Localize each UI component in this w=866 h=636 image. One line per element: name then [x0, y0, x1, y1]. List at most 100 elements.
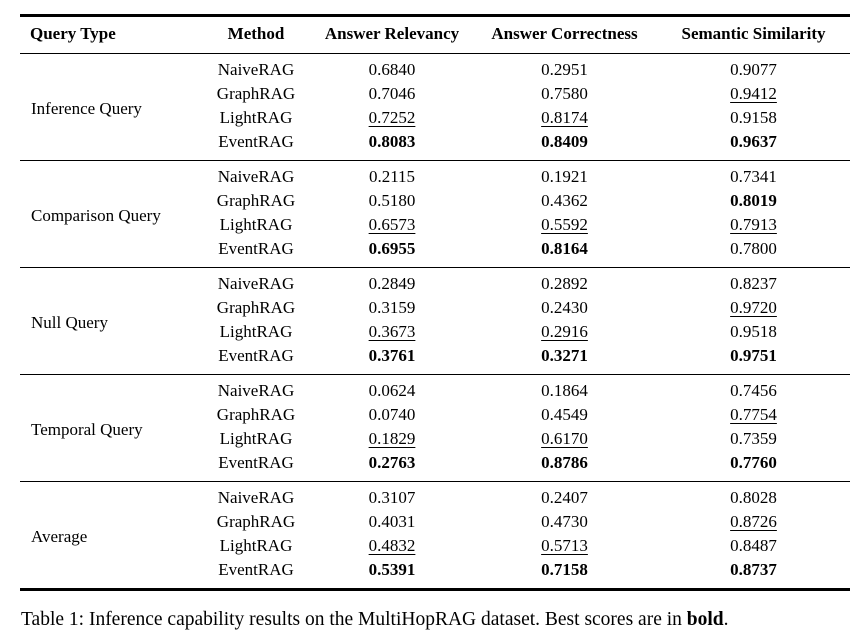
score-value: 0.8487	[730, 536, 777, 555]
score-value: 0.8164	[541, 239, 588, 258]
score-cell: 0.7341	[657, 161, 850, 190]
score-value: 0.8726	[730, 512, 777, 531]
score-cell: 0.2115	[312, 161, 472, 190]
score-cell: 0.1864	[472, 375, 657, 404]
caption-bold-word: bold	[686, 609, 724, 630]
score-cell: 0.8737	[657, 558, 850, 590]
table-caption: Table 1: Inference capability results on…	[21, 607, 850, 633]
score-cell: 0.9637	[657, 130, 850, 161]
score-value: 0.8083	[368, 132, 416, 151]
score-cell: 0.5592	[472, 213, 657, 237]
score-cell: 0.2430	[472, 296, 657, 320]
score-value: 0.2430	[541, 298, 588, 317]
score-cell: 0.9720	[657, 296, 850, 320]
score-cell: 0.7158	[472, 558, 657, 590]
score-value: 0.8409	[541, 132, 588, 151]
score-cell: 0.8083	[312, 130, 472, 161]
score-value: 0.7252	[368, 108, 416, 127]
score-value: 0.3673	[368, 322, 416, 341]
score-cell: 0.5180	[312, 189, 472, 213]
method-cell: EventRAG	[218, 132, 294, 151]
table-row: EventRAG 0.2763 0.8786 0.7760	[20, 451, 850, 482]
score-cell: 0.8237	[657, 268, 850, 297]
query-type-label: Average	[31, 527, 88, 546]
method-cell: LightRAG	[219, 536, 293, 555]
score-value: 0.5592	[541, 215, 588, 234]
score-value: 0.4549	[541, 405, 588, 424]
header-row: Query Type Method Answer Relevancy Answe…	[20, 16, 850, 54]
score-cell: 0.6955	[312, 237, 472, 268]
score-cell: 0.7760	[657, 451, 850, 482]
score-value: 0.7800	[730, 239, 777, 258]
score-value: 0.0624	[368, 381, 416, 400]
table-row: LightRAG 0.1829 0.6170 0.7359	[20, 427, 850, 451]
score-cell: 0.4832	[312, 534, 472, 558]
group-temporal-query: Temporal Query NaiveRAG 0.0624 0.1864 0.7456…	[20, 374, 850, 482]
score-value: 0.5391	[368, 560, 416, 579]
table-row: Inference Query NaiveRAG 0.6840 0.2951 0.907…	[20, 54, 850, 118]
score-cell: 0.3271	[472, 344, 657, 375]
method-cell: EventRAG	[218, 239, 294, 258]
table-row: Average NaiveRAG 0.3107 0.2407 0.8028	[20, 482, 850, 546]
method-cell: NaiveRAG	[217, 488, 295, 507]
method-cell: GraphRAG	[216, 191, 296, 210]
score-cell: 0.7580	[472, 82, 657, 106]
score-cell: 0.8487	[657, 534, 850, 558]
method-cell: NaiveRAG	[217, 167, 295, 186]
score-value: 0.4031	[368, 512, 416, 531]
score-value: 0.7359	[730, 429, 777, 448]
table-row: GraphRAG 0.4031 0.4730 0.8726	[20, 510, 850, 534]
score-cell: 0.8019	[657, 189, 850, 213]
score-value: 0.0740	[368, 405, 416, 424]
score-cell: 0.7800	[657, 237, 850, 268]
score-value: 0.8237	[730, 274, 777, 293]
query-type-label: Inference Query	[31, 99, 142, 118]
score-cell: 0.2763	[312, 451, 472, 482]
score-cell: 0.7913	[657, 213, 850, 237]
score-value: 0.9751	[730, 346, 777, 365]
score-value: 0.2892	[541, 274, 588, 293]
results-table: Query Type Method Answer Relevancy Answe…	[20, 14, 850, 591]
score-value: 0.8019	[730, 191, 777, 210]
table-row: EventRAG 0.3761 0.3271 0.9751	[20, 344, 850, 375]
method-cell: GraphRAG	[216, 298, 296, 317]
group-inference-query: Inference Query NaiveRAG 0.6840 0.2951 0.907…	[20, 54, 850, 161]
score-value: 0.6573	[368, 215, 416, 234]
score-value: 0.5180	[368, 191, 416, 210]
score-cell: 0.0740	[312, 403, 472, 427]
score-cell: 0.1921	[472, 161, 657, 190]
score-value: 0.6955	[368, 239, 416, 258]
score-value: 0.7913	[730, 215, 777, 234]
table-row: Temporal Query NaiveRAG 0.0624 0.1864 0.7456	[20, 375, 850, 439]
score-value: 0.9720	[730, 298, 777, 317]
score-value: 0.3159	[368, 298, 416, 317]
score-cell: 0.9158	[657, 106, 850, 130]
score-value: 0.9077	[730, 60, 777, 79]
score-cell: 0.2951	[472, 54, 657, 83]
score-cell: 0.3673	[312, 320, 472, 344]
score-value: 0.2916	[541, 322, 588, 341]
score-cell: 0.2849	[312, 268, 472, 297]
score-value: 0.6840	[368, 60, 416, 79]
score-cell: 0.9751	[657, 344, 850, 375]
score-cell: 0.8726	[657, 510, 850, 534]
score-value: 0.7754	[730, 405, 777, 424]
score-cell: 0.7252	[312, 106, 472, 130]
score-cell: 0.9518	[657, 320, 850, 344]
score-cell: 0.4362	[472, 189, 657, 213]
score-cell: 0.9412	[657, 82, 850, 106]
score-cell: 0.7456	[657, 375, 850, 404]
table-row: Null Query NaiveRAG 0.2849 0.2892 0.8237	[20, 268, 850, 332]
score-value: 0.8737	[730, 560, 777, 579]
table-row: GraphRAG 0.0740 0.4549 0.7754	[20, 403, 850, 427]
score-value: 0.2849	[368, 274, 416, 293]
column-header-method: Method	[227, 24, 285, 43]
table-row: Comparison Query NaiveRAG 0.2115 0.1921 0.73…	[20, 161, 850, 225]
score-cell: 0.7359	[657, 427, 850, 451]
caption-text: Table 1: Inference capability results on…	[21, 609, 687, 630]
score-cell: 0.8174	[472, 106, 657, 130]
score-value: 0.3271	[541, 346, 588, 365]
score-cell: 0.9077	[657, 54, 850, 83]
table-row: GraphRAG 0.3159 0.2430 0.9720	[20, 296, 850, 320]
table-row: LightRAG 0.3673 0.2916 0.9518	[20, 320, 850, 344]
